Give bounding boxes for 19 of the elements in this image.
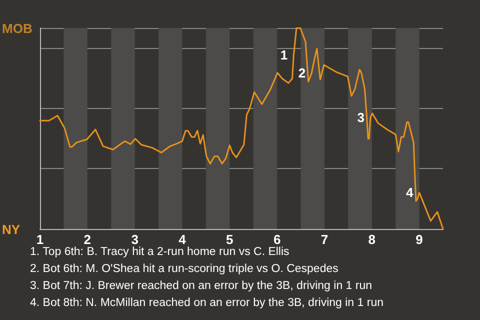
- text: NY: [2, 222, 20, 237]
- x-tick-label: 1: [36, 232, 44, 247]
- text: 1. Top 6th: B. Tracy hit a 2-run home run vs C. Ellis: [30, 246, 290, 258]
- x-tick-label: 6: [273, 232, 281, 247]
- text: MOB: [2, 21, 32, 36]
- text: 3. Bot 7th: J. Brewer reached on an error by the 3B, driving in 1 run: [30, 280, 372, 292]
- x-tick-label: 3: [131, 232, 138, 247]
- annotation: 1: [280, 48, 288, 63]
- annotation: 3: [357, 110, 364, 125]
- x-tick-label: 8: [368, 232, 376, 247]
- x-tick-label: 4: [178, 232, 187, 247]
- x-tick-label: 2: [84, 232, 92, 247]
- text: 2. Bot 6th: M. O'Shea hit a run-scoring triple vs O. Cespedes: [30, 263, 339, 275]
- annotation: 4: [406, 185, 414, 200]
- x-tick-label: 9: [416, 232, 423, 247]
- x-tick-label: 5: [226, 232, 234, 247]
- text: 4. Bot 8th: N. McMillan reached on an error by the 3B, driving in 1 run: [30, 297, 384, 309]
- x-tick-label: 7: [320, 232, 328, 247]
- annotation: 2: [298, 65, 306, 80]
